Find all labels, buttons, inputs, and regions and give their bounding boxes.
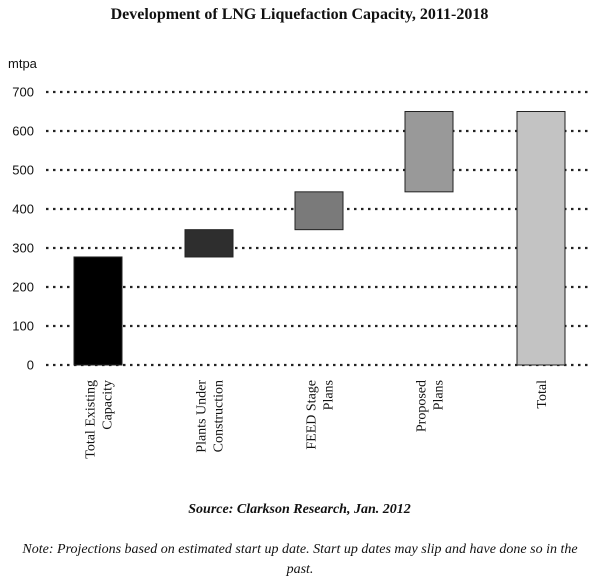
bar-1 [73,256,123,366]
y-tick-label: 0 [27,358,34,373]
y-tick-label: 400 [12,202,34,217]
y-tick-label: 700 [12,85,34,100]
y-tick-label: 200 [12,280,34,295]
category-label: Plans [432,380,447,410]
y-tick-label: 500 [12,163,34,178]
category-label: Capacity [101,380,116,430]
category-label: Total Existing [84,380,99,459]
bar-3 [294,191,344,231]
category-label: FEED Stage [305,380,320,450]
category-label: Construction [212,380,227,452]
category-label: Plans [322,380,337,410]
chart-title: Development of LNG Liquefaction Capacity… [110,6,489,23]
footnote: Note: Projections based on estimated sta… [22,542,578,577]
bar-2 [184,229,234,258]
y-axis-unit-label: mtpa [8,56,37,71]
y-tick-label: 100 [12,319,34,334]
waterfall-chart: 0 100 200 300 400 500 600 700 Total Existing Capa… [12,85,590,459]
category-label: Total [535,380,550,409]
source-caption: Source: Clarkson Research, Jan. 2012 [188,502,411,517]
y-tick-label: 600 [12,124,34,139]
y-tick-label: 300 [12,241,34,256]
category-label: Plants Under [195,380,210,453]
category-label: Proposed [415,380,430,432]
bar-4 [404,111,454,193]
bar-5 [516,111,566,366]
